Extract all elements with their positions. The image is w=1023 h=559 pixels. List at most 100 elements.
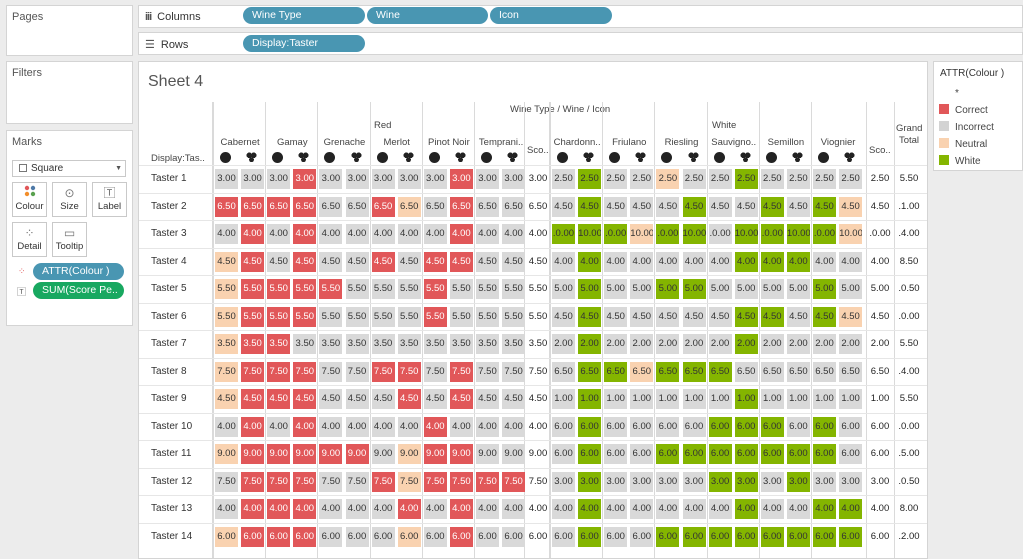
table-cell[interactable]: 4.00: [708, 499, 732, 519]
table-cell[interactable]: 4.00: [604, 499, 628, 519]
table-cell[interactable]: 6.00: [708, 526, 732, 547]
table-cell[interactable]: 4.50: [267, 251, 291, 272]
table-cell[interactable]: 4.00: [578, 499, 602, 519]
table-cell[interactable]: 3.00: [708, 471, 732, 492]
table-cell[interactable]: 4.00: [760, 499, 784, 519]
size-button[interactable]: ⊙ Size: [52, 182, 87, 217]
table-cell[interactable]: 1.00: [708, 389, 732, 409]
table-cell[interactable]: 4.00: [476, 416, 499, 437]
table-cell[interactable]: 4.50: [682, 306, 706, 327]
table-cell[interactable]: 6.00: [839, 526, 863, 547]
table-cell[interactable]: 5.50: [241, 279, 265, 299]
table-cell[interactable]: 6.00: [630, 526, 654, 547]
table-cell[interactable]: 6.00: [760, 526, 784, 547]
table-cell[interactable]: 2.50: [786, 169, 810, 189]
table-cell[interactable]: 4.50: [682, 196, 706, 217]
table-cell[interactable]: 7.50: [371, 471, 395, 492]
table-cell[interactable]: 6.50: [215, 196, 238, 217]
mark-type-dropdown[interactable]: Square ▼: [12, 160, 126, 177]
table-cell[interactable]: 4.50: [604, 306, 628, 327]
table-cell[interactable]: 3.00: [760, 471, 784, 492]
table-cell[interactable]: 7.50: [423, 361, 447, 382]
table-cell[interactable]: 5.50: [476, 306, 499, 327]
table-cell[interactable]: 4.00: [319, 499, 343, 519]
table-cell[interactable]: 6.50: [839, 361, 863, 382]
table-cell[interactable]: 7.50: [345, 471, 369, 492]
table-cell[interactable]: 6.00: [578, 444, 602, 464]
table-cell[interactable]: 10.00: [578, 224, 602, 244]
table-cell[interactable]: 2.00: [552, 334, 575, 354]
legend-item[interactable]: White: [939, 155, 981, 168]
table-cell[interactable]: 4.00: [604, 251, 628, 272]
table-cell[interactable]: 5.50: [241, 306, 265, 327]
table-cell[interactable]: 6.00: [423, 526, 447, 547]
table-cell[interactable]: 4.50: [786, 306, 810, 327]
table-cell[interactable]: 5.50: [371, 279, 395, 299]
table-cell[interactable]: 6.00: [734, 526, 758, 547]
table-cell[interactable]: 6.00: [630, 444, 654, 464]
table-cell[interactable]: 7.50: [319, 361, 343, 382]
detail-button[interactable]: ⁘ Detail: [12, 222, 47, 257]
table-cell[interactable]: 4.00: [708, 251, 732, 272]
table-cell[interactable]: 6.50: [267, 196, 291, 217]
table-cell[interactable]: 6.00: [241, 526, 265, 547]
table-cell[interactable]: 6.50: [502, 196, 526, 217]
table-cell[interactable]: 4.50: [345, 389, 369, 409]
table-cell[interactable]: 3.00: [604, 471, 628, 492]
table-cell[interactable]: 6.00: [578, 416, 602, 437]
table-cell[interactable]: 1.00: [682, 389, 706, 409]
table-cell[interactable]: 3.00: [397, 169, 421, 189]
table-cell[interactable]: 5.00: [630, 279, 654, 299]
table-cell[interactable]: 5.00: [656, 279, 680, 299]
table-cell[interactable]: 1.00: [552, 389, 575, 409]
marks-pill-sum-score[interactable]: SUM(Score Pe..: [33, 282, 124, 299]
table-cell[interactable]: 2.50: [682, 169, 706, 189]
table-cell[interactable]: 6.50: [293, 196, 317, 217]
table-cell[interactable]: 4.00: [345, 499, 369, 519]
table-cell[interactable]: 4.00: [319, 416, 343, 437]
table-cell[interactable]: 6.50: [682, 361, 706, 382]
table-cell[interactable]: 4.50: [449, 389, 473, 409]
table-cell[interactable]: 6.00: [604, 416, 628, 437]
table-cell[interactable]: 4.00: [630, 251, 654, 272]
rows-pill-display-taster[interactable]: Display:Taster: [243, 35, 365, 52]
table-cell[interactable]: 6.00: [708, 444, 732, 464]
table-cell[interactable]: 4.50: [267, 389, 291, 409]
table-cell[interactable]: 4.50: [319, 389, 343, 409]
table-cell[interactable]: 4.00: [215, 224, 238, 244]
table-cell[interactable]: 3.00: [578, 471, 602, 492]
table-cell[interactable]: 7.50: [476, 361, 499, 382]
table-cell[interactable]: 4.50: [397, 389, 421, 409]
table-cell[interactable]: 4.00: [241, 416, 265, 437]
table-cell[interactable]: 4.00: [423, 499, 447, 519]
table-cell[interactable]: 2.00: [760, 334, 784, 354]
table-cell[interactable]: 1.00: [760, 389, 784, 409]
table-cell[interactable]: 9.00: [215, 444, 238, 464]
table-cell[interactable]: 5.50: [397, 306, 421, 327]
table-cell[interactable]: 2.50: [813, 169, 836, 189]
table-cell[interactable]: 7.50: [319, 471, 343, 492]
table-cell[interactable]: 5.00: [760, 279, 784, 299]
table-cell[interactable]: 2.00: [656, 334, 680, 354]
table-cell[interactable]: 10.00: [734, 224, 758, 244]
table-cell[interactable]: 4.50: [578, 196, 602, 217]
table-cell[interactable]: 4.50: [215, 251, 238, 272]
table-cell[interactable]: 4.00: [449, 224, 473, 244]
table-cell[interactable]: 4.00: [734, 499, 758, 519]
table-cell[interactable]: 4.00: [267, 499, 291, 519]
table-cell[interactable]: 4.50: [449, 251, 473, 272]
table-cell[interactable]: 5.50: [423, 306, 447, 327]
table-cell[interactable]: 2.00: [682, 334, 706, 354]
table-cell[interactable]: 3.00: [476, 169, 499, 189]
table-cell[interactable]: 4.00: [760, 251, 784, 272]
table-cell[interactable]: 4.50: [476, 251, 499, 272]
table-cell[interactable]: 4.50: [578, 306, 602, 327]
table-cell[interactable]: 5.00: [708, 279, 732, 299]
table-cell[interactable]: 6.00: [476, 526, 499, 547]
table-cell[interactable]: 5.00: [604, 279, 628, 299]
label-button[interactable]: 🅃 Label: [92, 182, 127, 217]
table-cell[interactable]: 7.50: [371, 361, 395, 382]
table-cell[interactable]: 4.50: [423, 251, 447, 272]
table-cell[interactable]: 6.50: [578, 361, 602, 382]
table-cell[interactable]: 4.00: [215, 499, 238, 519]
